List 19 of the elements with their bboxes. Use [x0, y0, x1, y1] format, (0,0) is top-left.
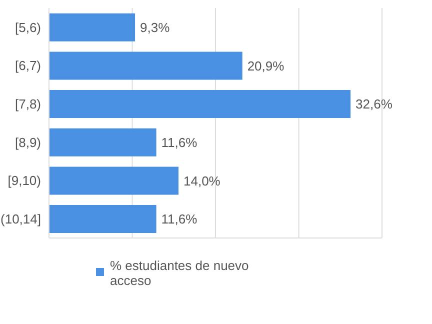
legend-label: % estudiantes de nuevo acceso [110, 258, 250, 288]
data-label: 9,3% [140, 20, 170, 35]
data-label: 11,6% [161, 134, 198, 150]
bar [49, 52, 242, 80]
bar [49, 90, 351, 118]
y-tick-label: [9,10) [8, 173, 41, 188]
data-label: 32,6% [356, 96, 393, 112]
data-label: 20,9% [247, 58, 285, 74]
y-tick-label: [6,7) [14, 58, 41, 74]
y-tick-label: [5,6) [14, 20, 41, 35]
bar [49, 205, 156, 234]
y-tick-label: (10,14] [0, 211, 41, 226]
y-tick-label: [7,8) [14, 96, 41, 112]
data-label: 11,6% [161, 212, 198, 227]
data-label: 14,0% [184, 173, 221, 188]
bar [49, 128, 156, 156]
bar [49, 13, 136, 42]
bar [49, 166, 178, 195]
y-tick-label: [8,9) [14, 134, 41, 150]
